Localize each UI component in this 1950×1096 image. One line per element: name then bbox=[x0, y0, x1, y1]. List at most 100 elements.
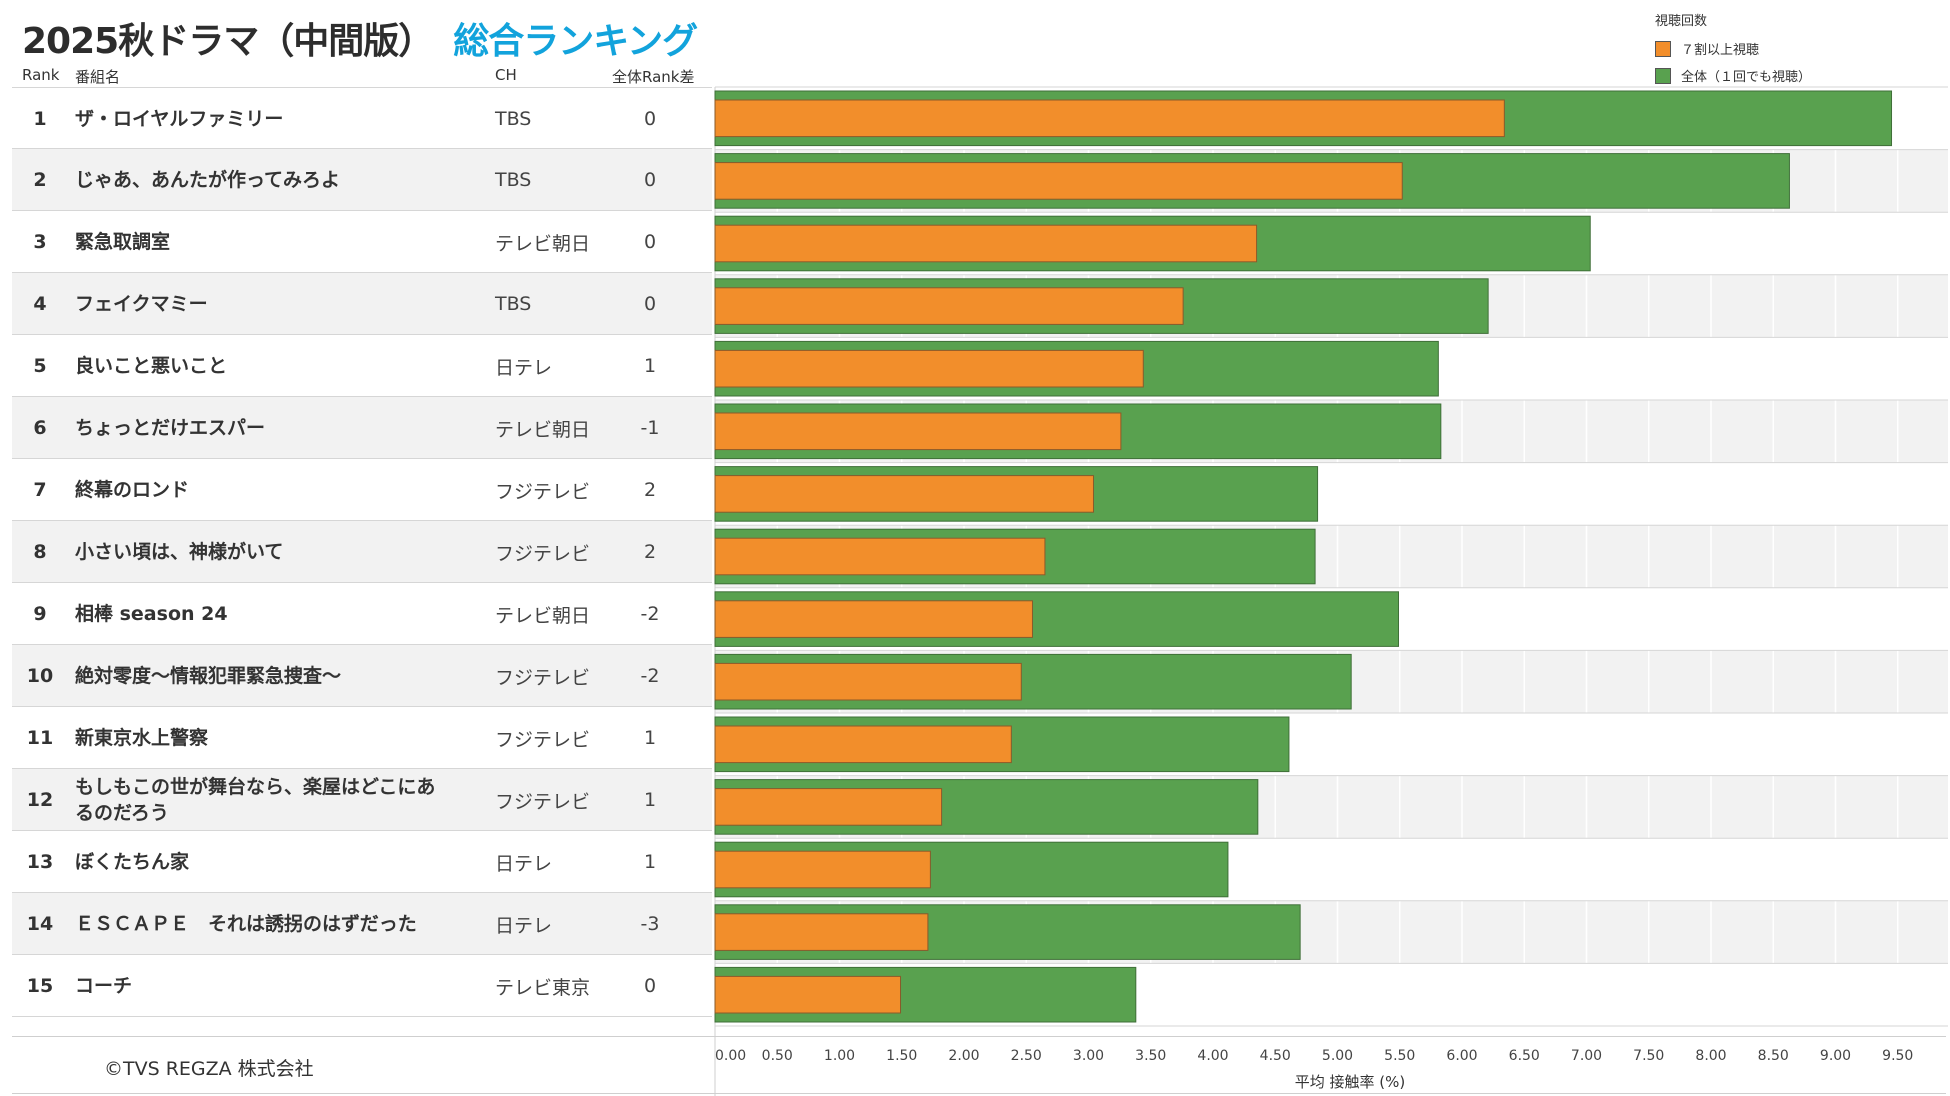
bar-70pct-viewers bbox=[714, 99, 1505, 138]
rank-cell: 14 bbox=[26, 913, 54, 935]
legend-swatch-green bbox=[1655, 67, 1671, 84]
program-name-cell: 小さい頃は、神様がいて bbox=[75, 541, 284, 563]
rank-cell: 13 bbox=[26, 851, 54, 873]
program-name-cell: フェイクマミー bbox=[75, 293, 208, 315]
rank-diff-cell: 1 bbox=[643, 789, 657, 811]
channel-cell: フジテレビ bbox=[495, 790, 591, 813]
x-tick-label: 4.50 bbox=[1260, 1048, 1291, 1064]
table-row: 15 コーチ テレビ東京 0 bbox=[12, 955, 712, 1017]
x-tick-label: 1.50 bbox=[886, 1048, 917, 1064]
channel-cell: フジテレビ bbox=[495, 480, 591, 503]
x-tick-label: 9.50 bbox=[1882, 1048, 1913, 1064]
rank-cell: 1 bbox=[33, 108, 47, 130]
channel-cell: TBS bbox=[495, 108, 532, 130]
channel-cell: 日テレ bbox=[495, 356, 553, 379]
program-name-cell: 新東京水上警察 bbox=[75, 727, 209, 749]
bar-70pct-viewers bbox=[714, 850, 931, 889]
legend-label-70pct: ７割以上視聴 bbox=[1681, 43, 1760, 58]
rank-diff-cell: 1 bbox=[643, 727, 657, 749]
x-tick-label: 2.00 bbox=[948, 1048, 979, 1064]
bar-70pct-viewers bbox=[714, 600, 1033, 638]
table-row: 11 新東京水上警察 フジテレビ 1 bbox=[12, 707, 712, 769]
table-row: 7 終幕のロンド フジテレビ 2 bbox=[12, 459, 712, 521]
channel-cell: TBS bbox=[495, 293, 532, 315]
table-row: 13 ぼくたちん家 日テレ 1 bbox=[12, 831, 712, 893]
table-row: 10 絶対零度～情報犯罪緊急捜査～ フジテレビ -2 bbox=[12, 645, 712, 707]
x-tick-label: 3.00 bbox=[1073, 1048, 1104, 1064]
rank-diff-cell: 0 bbox=[643, 108, 657, 130]
channel-cell: テレビ東京 bbox=[495, 976, 591, 999]
bar-70pct-viewers bbox=[714, 725, 1012, 764]
rank-diff-cell: 2 bbox=[643, 479, 657, 501]
column-header-ch: CH bbox=[495, 66, 517, 84]
bar-70pct-viewers bbox=[714, 913, 929, 951]
channel-cell: TBS bbox=[495, 169, 532, 191]
bar-70pct-viewers bbox=[714, 788, 943, 826]
program-name-cell: ちょっとだけエスパー bbox=[75, 417, 266, 439]
table-row: 12 もしもこの世が舞台なら、楽屋はどこにあるのだろう フジテレビ 1 bbox=[12, 769, 712, 831]
legend-item-70pct: ７割以上視聴 bbox=[1655, 35, 1811, 62]
bar-70pct-viewers bbox=[714, 224, 1258, 263]
table-row: 5 良いこと悪いこと 日テレ 1 bbox=[12, 335, 712, 397]
bar-70pct-viewers bbox=[714, 162, 1403, 200]
x-axis-title: 平均 接触率 (%) bbox=[1294, 1073, 1406, 1091]
rank-diff-cell: -3 bbox=[640, 913, 660, 935]
channel-cell: 日テレ bbox=[495, 914, 553, 937]
x-tick-label: 6.00 bbox=[1446, 1048, 1477, 1064]
table-row: 2 じゃあ、あんたが作ってみろよ TBS 0 bbox=[12, 149, 712, 211]
legend-title: 視聴回数 bbox=[1655, 14, 1708, 29]
x-tick-label: 4.00 bbox=[1197, 1048, 1228, 1064]
channel-cell: フジテレビ bbox=[495, 542, 591, 565]
rank-cell: 10 bbox=[26, 665, 54, 687]
program-name-cell: コーチ bbox=[75, 975, 133, 997]
table-row: 14 ＥＳＣＡＰＥ それは誘拐のはずだった 日テレ -3 bbox=[12, 893, 712, 955]
footer-frame bbox=[12, 1036, 1946, 1094]
rank-cell: 9 bbox=[33, 603, 47, 625]
x-tick-label: 0.00 bbox=[715, 1048, 746, 1064]
x-tick-label: 8.50 bbox=[1758, 1048, 1789, 1064]
x-tick-label: 5.00 bbox=[1322, 1048, 1353, 1064]
column-header-diff: 全体Rank差 bbox=[612, 68, 695, 86]
rank-cell: 2 bbox=[33, 169, 47, 191]
bar-70pct-viewers bbox=[714, 537, 1046, 576]
program-name-cell: 相棒 season 24 bbox=[75, 603, 228, 625]
rank-cell: 6 bbox=[33, 417, 47, 439]
rank-cell: 7 bbox=[33, 479, 47, 501]
copyright: ©TVS REGZA 株式会社 bbox=[104, 1058, 314, 1080]
program-name-cell: 良いこと悪いこと bbox=[75, 355, 228, 377]
channel-cell: テレビ朝日 bbox=[495, 232, 591, 255]
table-row: 4 フェイクマミー TBS 0 bbox=[12, 273, 712, 335]
rank-diff-cell: -2 bbox=[640, 603, 660, 625]
column-header-rank: Rank bbox=[22, 66, 60, 84]
x-tick-label: 2.50 bbox=[1011, 1048, 1042, 1064]
table-row: 1 ザ・ロイヤルファミリー TBS 0 bbox=[12, 87, 712, 149]
table-row: 9 相棒 season 24 テレビ朝日 -2 bbox=[12, 583, 712, 645]
rank-diff-cell: 0 bbox=[643, 169, 657, 191]
rank-diff-cell: 0 bbox=[643, 293, 657, 315]
program-name-cell: ＥＳＣＡＰＥ それは誘拐のはずだった bbox=[75, 913, 417, 935]
x-tick-label: 7.50 bbox=[1633, 1048, 1664, 1064]
rank-diff-cell: 2 bbox=[643, 541, 657, 563]
channel-cell: テレビ朝日 bbox=[495, 418, 591, 441]
table-row: 6 ちょっとだけエスパー テレビ朝日 -1 bbox=[12, 397, 712, 459]
rank-diff-cell: 1 bbox=[643, 355, 657, 377]
chart-title: 2025秋ドラマ（中間版） 総合ランキング bbox=[22, 12, 698, 64]
x-tick-label: 9.00 bbox=[1820, 1048, 1851, 1064]
channel-cell: テレビ朝日 bbox=[495, 604, 591, 627]
title-main: 2025秋ドラマ（中間版） bbox=[22, 21, 434, 62]
program-name-cell: 絶対零度～情報犯罪緊急捜査～ bbox=[75, 665, 342, 687]
program-name-cell: ザ・ロイヤルファミリー bbox=[75, 108, 284, 130]
ranking-table: 1 ザ・ロイヤルファミリー TBS 0 2 じゃあ、あんたが作ってみろよ TBS 0 3 緊急取調… bbox=[12, 87, 712, 1017]
x-tick-label: 5.50 bbox=[1384, 1048, 1415, 1064]
legend-swatch-orange bbox=[1655, 40, 1671, 57]
rank-cell: 15 bbox=[26, 975, 54, 997]
legend: 視聴回数 ７割以上視聴 全体（１回でも視聴） bbox=[1655, 10, 1811, 89]
table-row: 3 緊急取調室 テレビ朝日 0 bbox=[12, 211, 712, 273]
program-name-cell: 緊急取調室 bbox=[75, 231, 171, 253]
rank-cell: 8 bbox=[33, 541, 47, 563]
rank-cell: 3 bbox=[33, 231, 47, 253]
bar-70pct-viewers bbox=[714, 349, 1144, 388]
bar-70pct-viewers bbox=[714, 287, 1184, 325]
legend-item-all: 全体（１回でも視聴） bbox=[1655, 62, 1811, 89]
